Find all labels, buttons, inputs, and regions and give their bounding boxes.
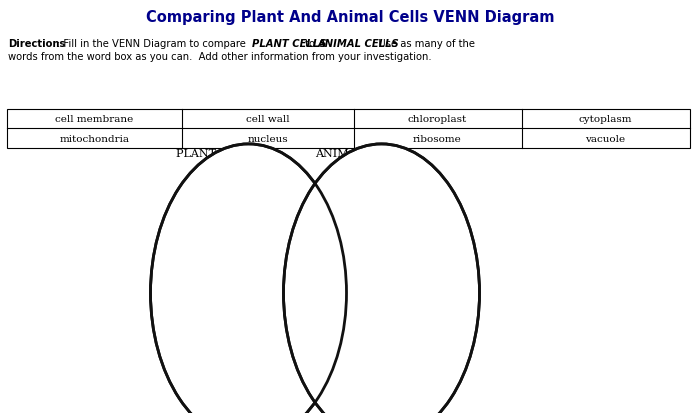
Text: vacuole: vacuole xyxy=(585,134,626,143)
Text: ANIMAL CELLS: ANIMAL CELLS xyxy=(317,39,399,49)
Text: : Fill in the VENN Diagram to compare: : Fill in the VENN Diagram to compare xyxy=(57,39,249,49)
Text: words from the word box as you can.  Add other information from your investigati: words from the word box as you can. Add … xyxy=(8,52,432,62)
Text: . Use as many of the: . Use as many of the xyxy=(372,39,475,49)
Text: nucleus: nucleus xyxy=(247,134,288,143)
Text: PLANT CELL: PLANT CELL xyxy=(176,149,251,159)
Text: to: to xyxy=(302,39,318,49)
Text: chloroplast: chloroplast xyxy=(408,115,467,124)
Text: mitochondria: mitochondria xyxy=(60,134,130,143)
Text: Comparing Plant And Animal Cells VENN Diagram: Comparing Plant And Animal Cells VENN Di… xyxy=(146,10,554,25)
Text: cytoplasm: cytoplasm xyxy=(579,115,632,124)
Text: ribosome: ribosome xyxy=(413,134,462,143)
Text: ANIMAL CELL: ANIMAL CELL xyxy=(315,149,399,159)
Text: Directions: Directions xyxy=(8,39,66,49)
Ellipse shape xyxy=(284,145,480,413)
Bar xyxy=(7,109,690,149)
Ellipse shape xyxy=(150,145,346,413)
Text: cell membrane: cell membrane xyxy=(55,115,134,124)
Text: cell wall: cell wall xyxy=(246,115,290,124)
Text: PLANT CELLS: PLANT CELLS xyxy=(253,39,327,49)
